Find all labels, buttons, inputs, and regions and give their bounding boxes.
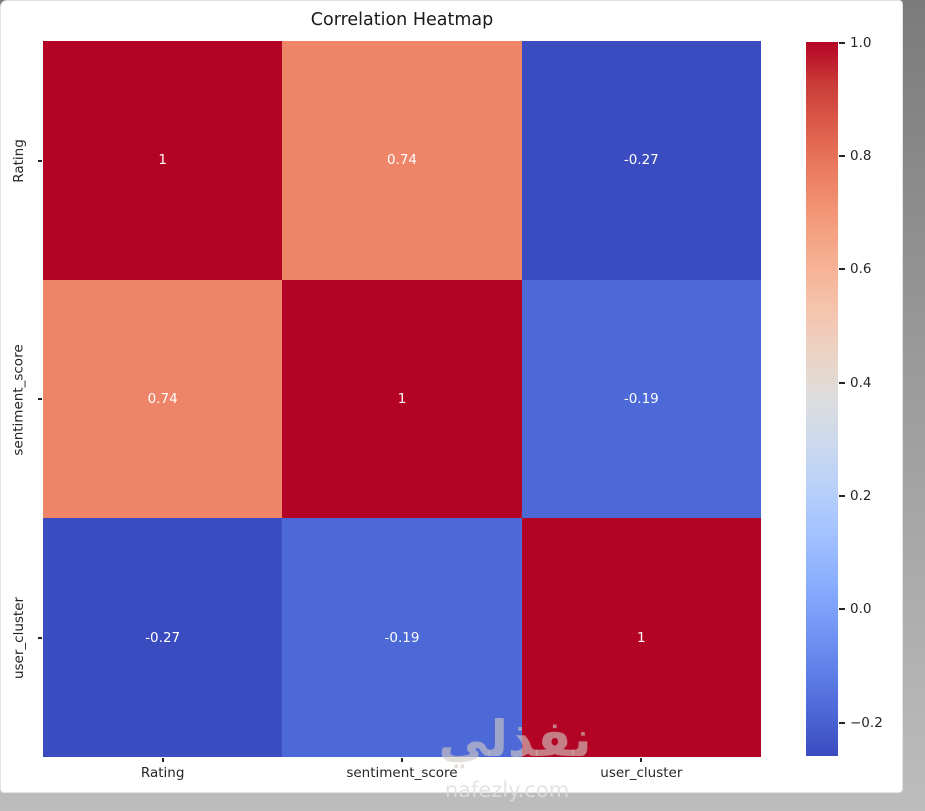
heatmap-cell-r1-c1: 1 [282,279,522,519]
heatmap-cell-r2-c0: -0.27 [43,518,283,757]
y-axis-label-rating: Rating [11,138,27,183]
tick-mark [839,382,845,384]
y-axis-label-sentiment-score: sentiment_score [11,343,27,456]
chart-title: Correlation Heatmap [310,10,494,30]
tick-mark [839,155,845,157]
colorbar-tick: 1.0 [839,35,871,51]
x-axis-tick [640,758,642,762]
heatmap-cell-r1-c2: -0.19 [521,279,761,519]
heatmap-cell-r0-c2: -0.27 [521,41,761,280]
y-axis-tick [38,160,42,162]
colorbar [806,42,838,756]
x-axis-label-rating: Rating [140,765,185,781]
heatmap-cell-r2-c1: -0.19 [282,518,522,757]
x-axis-label-sentiment-score: sentiment_score [346,765,458,781]
y-axis-label-user-cluster: user_cluster [11,596,28,679]
heatmap-cell-r0-c1: 0.74 [282,41,522,280]
x-axis-labels: Rating sentiment_score user_cluster [43,765,761,781]
tick-mark [839,42,845,44]
colorbar-tick: 0.4 [839,375,871,391]
colorbar-ticks: 1.0 0.8 0.6 0.4 0.2 0.0 −0.2 [839,35,909,756]
heatmap-cell-r1-c0: 0.74 [43,279,283,519]
tick-mark [839,608,845,610]
x-axis-tick [162,758,164,762]
y-axis-tick [38,398,42,400]
colorbar-tick: 0.2 [839,488,871,504]
heatmap-grid: 1 0.74 -0.27 0.74 1 -0.19 -0.27 -0.19 1 [43,41,761,757]
colorbar-tick: −0.2 [839,715,883,731]
heatmap-cell-r0-c0: 1 [43,41,283,280]
tick-mark [839,495,845,497]
heatmap-cell-r2-c2: 1 [521,518,761,757]
colorbar-tick: 0.6 [839,261,871,277]
y-axis-tick [38,637,42,639]
colorbar-tick: 0.0 [839,601,871,617]
tick-mark [839,268,845,270]
colorbar-tick: 0.8 [839,148,871,164]
x-axis-label-user-cluster: user_cluster [600,765,683,781]
x-axis-tick [401,758,403,762]
tick-mark [839,722,845,724]
figure-card: Correlation Heatmap 1 0.74 -0.27 0.74 1 … [0,0,903,793]
